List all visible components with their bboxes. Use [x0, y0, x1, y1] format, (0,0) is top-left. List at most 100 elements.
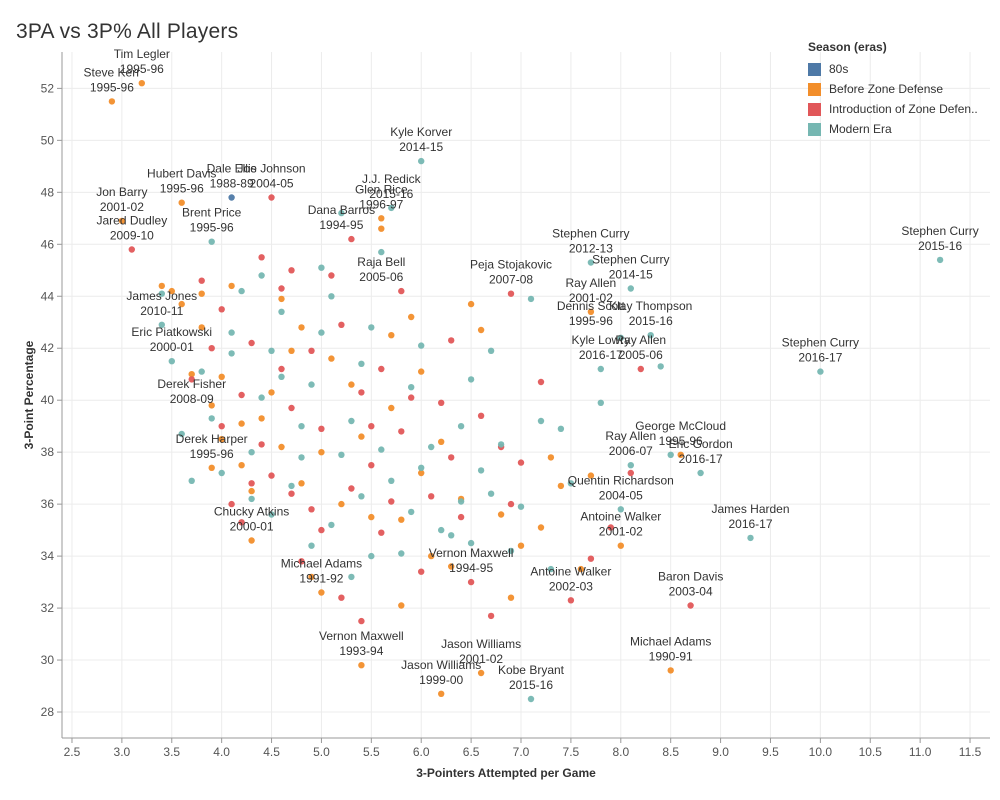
x-tick-label: 3.0	[114, 745, 131, 759]
data-point	[507, 290, 515, 297]
annotation-text: Derek Fisher	[157, 377, 226, 391]
data-point	[677, 451, 684, 458]
data-point	[278, 365, 285, 373]
legend-item-introduction-of-zone-defense[interactable]: Introduction of Zone Defen..	[808, 99, 978, 119]
legend-swatch	[808, 62, 821, 76]
annotation-text: 2003-04	[669, 584, 713, 598]
legend-swatch	[808, 82, 821, 96]
legend-title: Season (eras)	[808, 40, 887, 54]
data-point	[747, 534, 754, 542]
data-point	[288, 404, 295, 412]
x-tick-label: 4.5	[263, 745, 280, 759]
data-point	[218, 306, 225, 313]
annotation-text: 2009-10	[110, 228, 154, 242]
axes: 2.5 3.0 3.5 4.0 4.5 5.0 5.5 6.0 6.5 7.0 7.5 8.0 8.5 9…	[22, 52, 990, 780]
legend-label: Modern Era	[829, 122, 892, 136]
annotation-text: J.J. Redick	[362, 172, 422, 186]
annotation-text: Ray Allen	[566, 276, 617, 290]
data-point	[288, 347, 295, 354]
data-point	[168, 358, 175, 365]
legend-item-modern-era[interactable]: Modern Era	[808, 119, 978, 139]
data-point	[268, 472, 275, 479]
data-point	[487, 490, 495, 497]
annotation-text: 1995-96	[160, 182, 204, 196]
x-tick-label: 11.0	[909, 745, 932, 759]
data-points	[108, 80, 944, 703]
data-point	[817, 368, 824, 375]
data-point	[268, 347, 275, 354]
data-point	[398, 287, 405, 295]
data-point	[477, 326, 485, 334]
data-point	[597, 399, 604, 406]
data-point	[318, 264, 325, 271]
data-point	[497, 511, 505, 518]
data-point	[338, 451, 345, 458]
data-point	[268, 194, 275, 201]
annotation-text: 2010-11	[140, 304, 183, 318]
annotation-text: 2015-16	[509, 678, 553, 692]
data-point	[378, 529, 385, 536]
data-point	[258, 394, 265, 401]
y-axis-title: 3-Point Percentage	[22, 340, 36, 449]
data-point	[248, 339, 255, 347]
data-point	[398, 428, 405, 435]
data-point	[378, 446, 385, 453]
chart-title: 3PA vs 3P% All Players	[16, 20, 239, 43]
data-point	[418, 464, 425, 471]
data-point	[258, 441, 265, 448]
data-point	[936, 256, 944, 264]
data-point	[448, 532, 455, 539]
data-point	[108, 98, 116, 105]
data-point	[388, 498, 395, 505]
data-point	[418, 368, 425, 375]
data-point	[537, 378, 545, 386]
annotation-text: Stephen Curry	[592, 252, 669, 266]
data-point	[328, 521, 335, 529]
y-tick-label: 38	[41, 445, 55, 459]
annotation-text: 1996-97	[359, 197, 403, 211]
legend-item-80s[interactable]: 80s	[808, 59, 978, 79]
data-point	[238, 462, 245, 469]
data-point	[238, 420, 245, 427]
data-point	[318, 449, 325, 456]
annotation-text: Jon Barry	[96, 185, 147, 199]
annotation-text: 2004-05	[250, 177, 294, 191]
legend-label: Before Zone Defense	[829, 82, 944, 96]
data-point	[238, 287, 245, 295]
annotation-text: Dana Barros	[308, 203, 375, 217]
annotation-text: 1995-96	[569, 314, 613, 328]
data-point	[487, 347, 495, 354]
data-point	[438, 690, 445, 697]
data-point	[477, 467, 485, 474]
annotation-text: 1994-95	[319, 218, 363, 232]
annotation-text: Quentin Richardson	[568, 473, 674, 487]
legend-item-before-zone-defense[interactable]: Before Zone Defense	[808, 79, 978, 99]
y-tick-label: 48	[41, 185, 55, 199]
data-point	[388, 477, 395, 484]
data-point	[547, 454, 555, 461]
data-point	[408, 394, 415, 401]
annotation-text: Hubert Davis	[147, 167, 216, 181]
annotation-text: Brent Price	[182, 206, 242, 220]
data-point	[587, 308, 595, 315]
data-point	[448, 337, 455, 344]
annotation-text: 2001-02	[569, 291, 613, 305]
data-point	[408, 384, 415, 391]
annotation-text: 2014-15	[399, 140, 443, 154]
data-point	[278, 285, 285, 292]
x-tick-label: 2.5	[64, 745, 81, 759]
data-point	[368, 423, 375, 430]
annotation-text: 1994-95	[449, 561, 493, 575]
annotation-text: 2001-02	[100, 200, 144, 214]
